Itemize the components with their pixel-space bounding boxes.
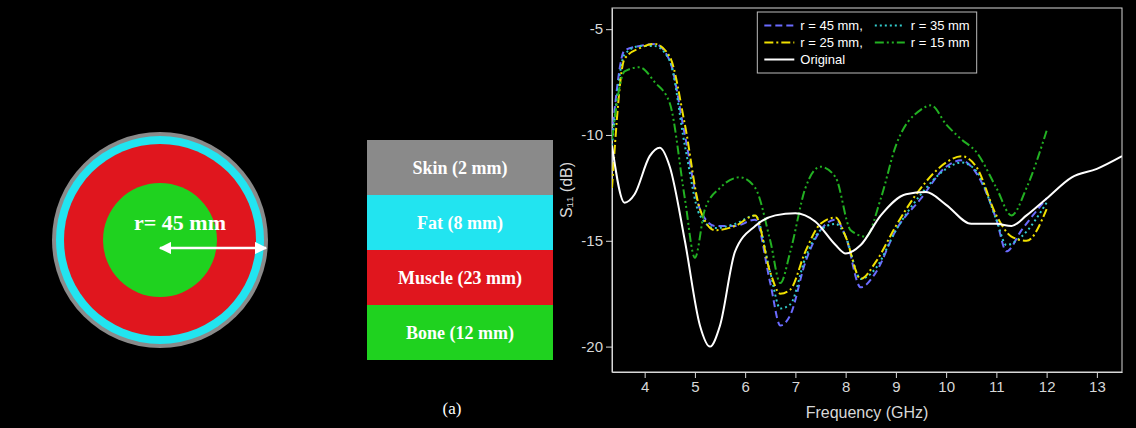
page-root: r= 45 mm Skin (2 mm) Fat (8 mm) Muscle (23 …: [0, 0, 1136, 428]
x-tick-label: 12: [1039, 378, 1056, 395]
y-tick: -10: [581, 126, 612, 143]
panel-caption: (a): [443, 399, 462, 418]
x-tick-label: 10: [938, 378, 955, 395]
x-tick: 7: [792, 372, 800, 395]
x-tick: 4: [641, 372, 649, 395]
series-line: [612, 44, 1047, 294]
y-tick-label: -15: [581, 232, 603, 249]
x-axis-title: Frequency (GHz): [806, 404, 929, 421]
x-tick: 9: [892, 372, 900, 395]
legend-item: r = 25 mm,: [764, 35, 863, 50]
plot-frame: [612, 8, 1122, 372]
y-tick-label: -10: [581, 126, 603, 143]
legend-item: r = 45 mm,: [764, 18, 863, 33]
x-tick: 5: [691, 372, 699, 395]
legend-label: r = 35 mm: [911, 18, 970, 33]
legend-label: Original: [800, 52, 845, 67]
series-line: [612, 67, 1047, 283]
x-tick: 8: [842, 372, 850, 395]
legend-label: r = 15 mm: [911, 35, 970, 50]
y-axis: -20 -15 -10 -5: [581, 9, 612, 373]
radius-arrow: [160, 247, 266, 250]
background: [0, 0, 1136, 428]
layer-label: Skin (2 mm): [412, 158, 507, 179]
layer-label: Fat (8 mm): [417, 213, 503, 234]
y-tick-mark: [606, 135, 612, 136]
x-tick: 11: [989, 372, 1005, 395]
y-tick-mark: [606, 347, 612, 348]
legend-swatch: [875, 25, 905, 27]
radius-label: r= 45 mm: [134, 210, 226, 235]
series-line: [612, 146, 1122, 347]
x-tick-label: 8: [842, 378, 850, 395]
x-tick-label: 6: [741, 378, 749, 395]
y-tick: -20: [581, 338, 612, 355]
y-tick: -5: [590, 20, 612, 37]
x-tick-label: 13: [1089, 378, 1106, 395]
y-tick-label: -20: [581, 338, 603, 355]
layer-box: [367, 250, 553, 305]
legend-swatch: [764, 25, 794, 27]
x-tick: 12: [1039, 372, 1056, 395]
x-tick-label: 9: [892, 378, 900, 395]
y-tick-mark: [606, 241, 612, 242]
x-tick: 13: [1089, 372, 1106, 395]
x-tick: 10: [938, 372, 955, 395]
layer-box: [367, 140, 553, 195]
legend-item: r = 35 mm: [875, 18, 970, 33]
legend-item: r = 15 mm: [875, 35, 970, 50]
series-line: [612, 44, 1047, 325]
layer-label: Bone (12 mm): [406, 323, 514, 344]
y-tick-label: -5: [590, 20, 603, 37]
y-tick-mark: [606, 29, 612, 30]
legend-swatch: [764, 59, 794, 61]
legend-swatch: [764, 42, 794, 44]
x-tick-label: 5: [691, 378, 699, 395]
x-tick-label: 4: [641, 378, 649, 395]
layer-ring: [64, 144, 256, 336]
layer-box: [367, 195, 553, 250]
layer-ring: [52, 132, 268, 348]
y-axis-title: S₁₁ (dB): [558, 162, 575, 218]
layer-ring: [56, 136, 264, 344]
legend-swatch: [875, 42, 905, 44]
legend: r = 45 mm, r = 35 mm r = 25 mm, r = 15 mm Or…: [757, 12, 976, 73]
x-axis: 4 5 6 7 8 9 10 11 12 13: [613, 372, 1123, 395]
layer-label: Muscle (23 mm): [398, 268, 522, 289]
x-tick-label: 7: [792, 378, 800, 395]
x-tick: 6: [741, 372, 749, 395]
x-tick-label: 11: [989, 378, 1005, 395]
tissue-diagram: r= 45 mm Skin (2 mm) Fat (8 mm) Muscle (23 …: [52, 132, 553, 418]
legend-label: r = 25 mm,: [800, 35, 863, 50]
x-axis-line: [613, 372, 1123, 373]
s11-chart: 4 5 6 7 8 9 10 11 12 13 -20 -15 -10 -5 Frequency (GHz)…: [558, 8, 1123, 421]
y-tick: -15: [581, 232, 612, 249]
legend-item: Original: [764, 52, 845, 67]
layer-ring: [103, 183, 217, 297]
legend-label: r = 45 mm,: [800, 18, 863, 33]
series-lines: [612, 44, 1122, 347]
layer-box: [367, 305, 553, 360]
legend-box: [757, 12, 976, 73]
canvas: r= 45 mm Skin (2 mm) Fat (8 mm) Muscle (23 …: [0, 0, 1136, 428]
y-axis-line: [612, 9, 613, 373]
